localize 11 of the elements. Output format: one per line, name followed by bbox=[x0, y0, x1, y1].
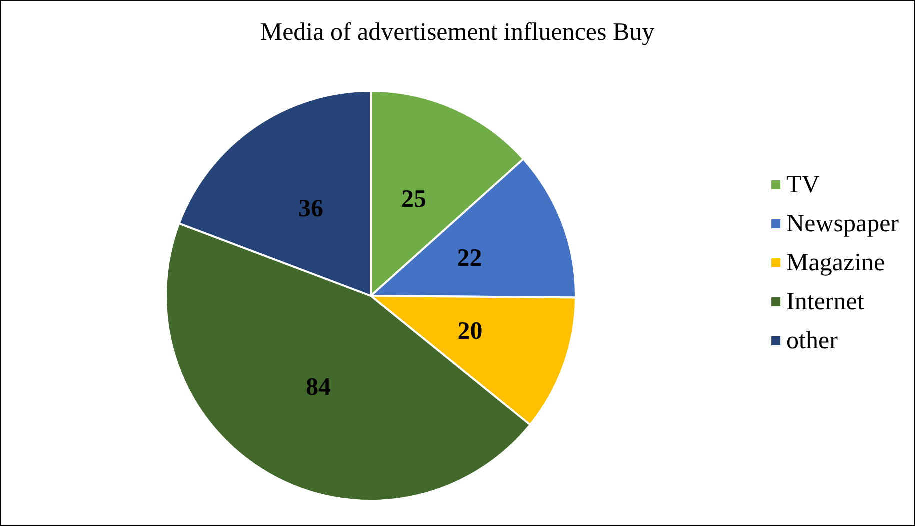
data-label: 20 bbox=[458, 318, 483, 346]
data-label: 36 bbox=[298, 196, 324, 223]
legend-label: Internet bbox=[786, 288, 864, 316]
legend-label: other bbox=[786, 328, 839, 354]
chart-title: Media of advertisement influences Buy bbox=[260, 19, 656, 46]
data-label: 22 bbox=[457, 245, 482, 272]
legend-label: TV bbox=[786, 172, 820, 198]
legend-label: Newspaper bbox=[786, 210, 900, 238]
data-label: 25 bbox=[402, 186, 427, 214]
legend-label: Magazine bbox=[786, 250, 886, 276]
data-label: 84 bbox=[306, 374, 332, 402]
